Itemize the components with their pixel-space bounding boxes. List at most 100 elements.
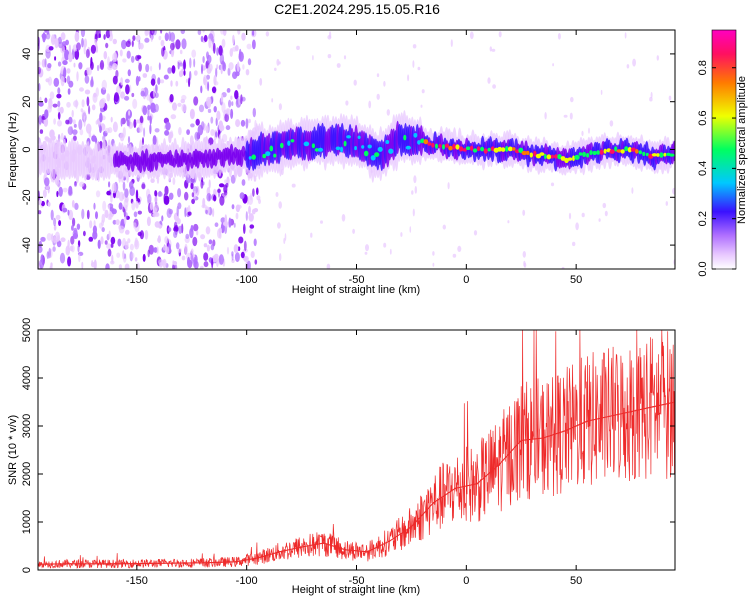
spectrogram-noise-cell (51, 233, 54, 243)
spectrogram-hotspot (385, 140, 390, 144)
spectrogram-speck (383, 242, 387, 248)
spectrogram-noise-cell (112, 219, 117, 225)
spectrogram-noise-cell (150, 34, 153, 42)
spectrogram-noise-cell (175, 242, 180, 250)
spectrogram-noise-cell (194, 131, 200, 142)
spectrogram-noise-cell (242, 64, 245, 70)
spectrogram-hotspot (578, 152, 583, 156)
spectrogram-speck (656, 55, 659, 61)
spectrogram-noise-cell (243, 255, 249, 262)
spectrogram-noise-cell (85, 48, 90, 59)
spectrogram-noise-cell (170, 42, 175, 51)
spectrogram-hotspot (663, 152, 667, 157)
spectrogram-noise-cell (255, 187, 259, 195)
spectrogram-noise-cell (172, 102, 177, 111)
snr-x-tick-label: 0 (463, 575, 469, 587)
spectrogram-noise-cell (57, 111, 61, 120)
spectrogram-noise-cell (71, 200, 75, 208)
spectrogram-noise-cell (48, 247, 51, 259)
spectrogram-hotspot (280, 142, 284, 149)
spectrogram-speck (364, 251, 368, 255)
spectrogram-noise-cell (239, 192, 245, 200)
spectrogram-noise-cell (238, 236, 244, 244)
spectrogram-noise-cell (115, 70, 119, 78)
spectrogram-noise-cell (62, 60, 68, 66)
spectrogram-noise-cell (203, 74, 207, 86)
spectrogram-speck (274, 67, 277, 72)
spectrogram-noise-cell (86, 67, 92, 76)
spectrogram-noise-cell (40, 236, 46, 242)
spectrogram-noise-cell (67, 126, 74, 136)
spectrogram-noise-cell (70, 235, 75, 245)
spectrogram-noise-cell (101, 227, 105, 233)
spectrogram-noise-cell (222, 61, 227, 72)
spectrogram-noise-cell (170, 80, 173, 87)
spectrogram-noise-cell (110, 260, 115, 265)
spectrogram-noise-cell (107, 56, 110, 67)
spectrogram-hotspot (287, 140, 291, 146)
spectrogram-x-tick-label: 0 (463, 274, 469, 286)
spectrogram-speck (412, 44, 417, 49)
spectrogram-noise-cell (71, 225, 74, 231)
spectrogram-noise-cell (58, 186, 63, 197)
spectrogram-noise-cell (96, 64, 100, 72)
spectrogram-speck (389, 248, 392, 255)
spectrogram-noise-cell (128, 110, 131, 116)
spectrogram-x-tick-label: -100 (236, 274, 258, 286)
snr-y-label: SNR (10 * v/v) (7, 415, 19, 485)
spectrogram-noise-cell (67, 209, 70, 216)
spectrogram-noise-cell (137, 210, 142, 215)
spectrogram-noise-cell (138, 62, 142, 72)
spectrogram-noise-cell (121, 39, 127, 50)
spectrogram-noise-cell (91, 135, 97, 142)
spectrogram-noise-cell (88, 131, 92, 138)
spectrogram-noise-cell (186, 252, 192, 260)
spectrogram-noise-cell (248, 118, 251, 124)
spectrogram-noise-cell (237, 96, 241, 105)
spectrogram-noise-cell (150, 102, 156, 113)
spectrogram-hotspot (659, 152, 664, 158)
spectrogram-noise-cell (226, 176, 230, 185)
spectrogram-noise-cell (202, 56, 205, 63)
spectrogram-speck (368, 100, 372, 109)
spectrogram-noise-cell (78, 62, 83, 70)
spectrogram-noise-cell (196, 230, 199, 236)
spectrogram-speck (522, 251, 526, 258)
spectrogram-hotspot (361, 145, 365, 149)
spectrogram-noise-cell (79, 181, 85, 187)
spectrogram-noise-cell (67, 256, 72, 267)
snr-line-noise (38, 330, 675, 569)
spectrogram-noise-cell (153, 247, 158, 253)
spectrogram-noise-cell (163, 193, 166, 205)
spectrogram-noise-cell (44, 97, 48, 104)
spectrogram-noise-cell (240, 94, 243, 105)
spectrogram-noise-cell (64, 49, 70, 61)
spectrogram-hotspot (343, 140, 347, 147)
spectrogram-noise-cell (224, 214, 228, 225)
spectrogram-noise-cell (147, 104, 151, 111)
snr-x-tick-label: -50 (349, 575, 365, 587)
spectrogram-speck (312, 55, 314, 61)
spectrogram-hotspot (472, 148, 478, 153)
spectrogram-hotspot (614, 146, 618, 152)
spectrogram-y-tick-label: 20 (21, 96, 33, 108)
spectrogram-noise-cell (86, 209, 90, 220)
spectrogram-noise-cell (42, 34, 47, 41)
spectrogram-noise-cell (38, 115, 42, 125)
spectrogram-noise-cell (72, 119, 76, 125)
spectrogram-noise-cell (177, 188, 182, 198)
spectrogram-noise-cell (168, 208, 173, 215)
spectrogram-noise-cell (38, 60, 41, 67)
spectrogram-hotspot (374, 152, 380, 158)
spectrogram-noise-cell (129, 181, 134, 190)
spectrogram-speck (310, 232, 313, 238)
spectrogram-noise-cell (203, 252, 209, 261)
snr-point (410, 526, 413, 528)
spectrogram-noise-cell (105, 42, 109, 49)
spectrogram-noise-cell (72, 217, 76, 227)
spectrogram-noise-cell (163, 74, 169, 80)
spectrogram-noise-cell (233, 244, 239, 254)
spectrogram-noise-cell (137, 231, 142, 237)
